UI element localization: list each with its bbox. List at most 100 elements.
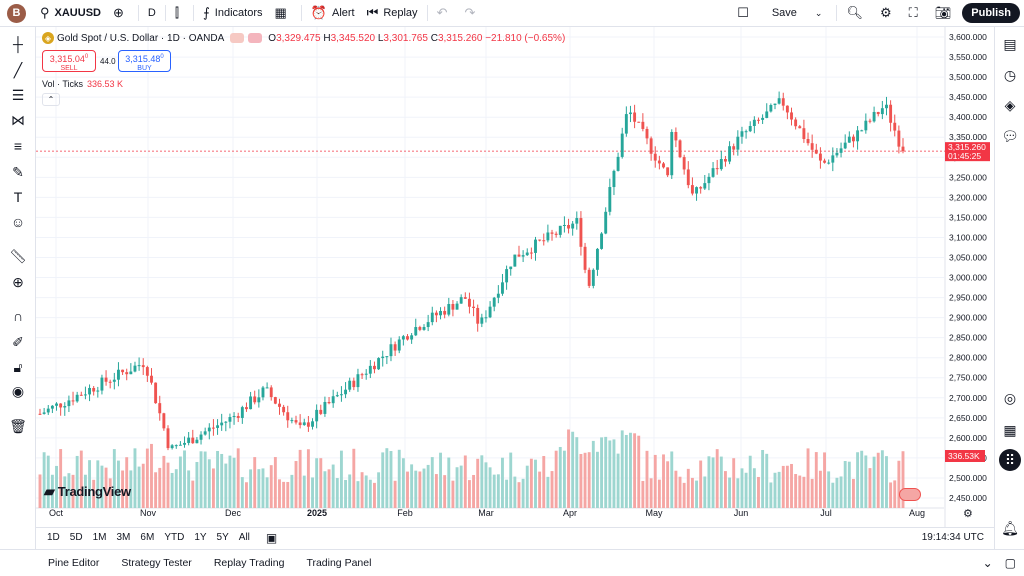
eye-toggle-icon[interactable] bbox=[230, 33, 245, 43]
settings-button[interactable]: ⚙ bbox=[874, 0, 903, 27]
eye-icon[interactable]: ◉ bbox=[11, 382, 25, 399]
candle-body bbox=[715, 168, 719, 170]
fullscreen-button[interactable]: ⛶ bbox=[903, 0, 929, 27]
candle bbox=[843, 134, 847, 150]
collapse-panel-icon[interactable]: ⌄ bbox=[982, 556, 993, 570]
layers-icon[interactable]: ◈ bbox=[1004, 96, 1016, 113]
target-icon[interactable]: ◎ bbox=[1003, 389, 1017, 406]
plus-circle-icon: ⊕ bbox=[112, 5, 124, 20]
candle-body bbox=[860, 130, 864, 132]
candle-body bbox=[360, 374, 364, 376]
indicators-button[interactable]: ⨍ Indicators bbox=[197, 0, 268, 27]
volume-bar bbox=[298, 449, 302, 508]
layout-select-button[interactable]: ☐ bbox=[731, 0, 760, 27]
fib-icon[interactable]: ≡ bbox=[13, 138, 23, 154]
apps-icon[interactable]: ⠿ bbox=[999, 449, 1021, 471]
undo-icon: ↶ bbox=[436, 5, 448, 20]
period-1y[interactable]: 1Y bbox=[194, 532, 207, 543]
period-all[interactable]: All bbox=[238, 532, 250, 543]
buy-button[interactable]: 3,315.480 BUY bbox=[118, 50, 171, 72]
period-5y[interactable]: 5Y bbox=[216, 532, 229, 543]
text-icon[interactable]: T bbox=[13, 189, 23, 205]
candle bbox=[604, 207, 608, 235]
trend-line-icon[interactable]: ╱ bbox=[13, 61, 23, 78]
avatar[interactable]: B bbox=[7, 3, 26, 23]
tab-pine-editor[interactable]: Pine Editor bbox=[48, 557, 100, 569]
tab-strategy-tester[interactable]: Strategy Tester bbox=[121, 557, 192, 569]
alert-button[interactable]: ⏰ Alert bbox=[305, 0, 361, 27]
period-1d[interactable]: 1D bbox=[47, 532, 60, 543]
pill-icon[interactable] bbox=[248, 33, 263, 43]
volume-bar bbox=[88, 460, 91, 508]
interval-button[interactable]: D bbox=[147, 7, 156, 19]
bell-icon[interactable]: 🔔︎ bbox=[1001, 519, 1019, 536]
period-ytd[interactable]: YTD bbox=[164, 532, 185, 543]
snapshot-button[interactable]: 📷︎ bbox=[929, 0, 963, 27]
save-dropdown-button[interactable]: ⌄ bbox=[809, 0, 834, 27]
quick-search-button[interactable]: 🔍︎ bbox=[840, 0, 874, 27]
period-3m[interactable]: 3M bbox=[116, 532, 131, 543]
candle-body bbox=[678, 140, 682, 158]
replay-button[interactable]: ⏮ Replay bbox=[361, 0, 424, 27]
crosshair-icon[interactable]: ┼ bbox=[13, 36, 23, 52]
clock-label[interactable]: 19:14:34 UTC bbox=[921, 532, 984, 543]
period-1m[interactable]: 1M bbox=[92, 532, 107, 543]
axis-settings-icon[interactable]: ⚙ bbox=[963, 507, 973, 520]
volume-bar bbox=[897, 460, 901, 508]
redo-button[interactable]: ↷ bbox=[458, 0, 486, 27]
candle-body bbox=[154, 382, 158, 404]
calendar-icon[interactable]: ▦ bbox=[1003, 421, 1017, 438]
volume-bar bbox=[393, 480, 397, 508]
pattern-icon[interactable]: ⋈ bbox=[11, 111, 25, 128]
date-range-icon[interactable]: ▣ bbox=[265, 530, 278, 545]
period-5d[interactable]: 5D bbox=[69, 532, 83, 543]
maximize-panel-icon[interactable]: ▢ bbox=[1004, 556, 1016, 570]
undo-button[interactable]: ↶ bbox=[431, 0, 459, 27]
sell-button[interactable]: 3,315.040 SELL bbox=[42, 50, 96, 72]
gold-coin-icon: ◈ bbox=[42, 32, 54, 44]
flag-marker[interactable] bbox=[899, 488, 921, 501]
compare-button[interactable]: ⊕ bbox=[107, 0, 135, 27]
candle-body bbox=[377, 358, 381, 370]
lock-pencil-icon[interactable]: ✐ bbox=[12, 333, 24, 350]
alarm-clock-icon[interactable]: ◷ bbox=[1003, 66, 1017, 83]
zoom-in-icon[interactable]: ⊕ bbox=[12, 273, 24, 290]
candle-body bbox=[591, 269, 595, 286]
publish-button[interactable]: Publish bbox=[962, 3, 1020, 23]
candle-body bbox=[777, 98, 781, 104]
symbol-search-button[interactable]: ⚲ XAUUSD bbox=[34, 0, 107, 27]
candle bbox=[393, 341, 397, 356]
save-button[interactable]: Save bbox=[760, 0, 809, 27]
ruler-icon[interactable]: 📏︎ bbox=[9, 247, 27, 264]
candle-body bbox=[587, 269, 591, 286]
horizontal-lines-icon[interactable]: ☰ bbox=[11, 86, 25, 103]
collapse-legend-button[interactable]: ⌃ bbox=[42, 93, 60, 106]
candle bbox=[579, 211, 583, 256]
right-sidebar: ▤ ◷ ◈ 💬︎ ◎ ▦ ⠿ 🔔︎ ? bbox=[994, 27, 1024, 562]
brush-icon[interactable]: ✎ bbox=[12, 163, 24, 180]
emoji-icon[interactable]: ☺ bbox=[10, 214, 26, 230]
watchlist-icon[interactable]: ▤ bbox=[1003, 35, 1017, 52]
chat-icon[interactable]: 💬︎ bbox=[1001, 127, 1019, 144]
chart-type-button[interactable]: ⫿ bbox=[169, 0, 190, 27]
price-tick-label: 3,050.000 bbox=[949, 252, 987, 262]
candle-body bbox=[831, 155, 835, 163]
tab-trading-panel[interactable]: Trading Panel bbox=[306, 557, 372, 569]
lock-icon[interactable]: 🔓︎ bbox=[13, 358, 23, 375]
candle-body bbox=[744, 131, 748, 133]
period-6m[interactable]: 6M bbox=[140, 532, 155, 543]
candle bbox=[59, 403, 63, 416]
candle bbox=[872, 106, 876, 123]
candle bbox=[162, 412, 166, 431]
volume-bar bbox=[876, 452, 880, 508]
price-tick-label: 3,250.000 bbox=[949, 172, 987, 182]
time-tick-label: Nov bbox=[140, 508, 157, 518]
trash-icon[interactable]: 🗑︎ bbox=[9, 417, 27, 434]
candle-body bbox=[273, 397, 277, 404]
candle-body bbox=[666, 167, 670, 176]
tab-replay-trading[interactable]: Replay Trading bbox=[213, 557, 285, 569]
magnet-icon[interactable]: ∩ bbox=[12, 308, 24, 324]
volume-bar bbox=[534, 459, 537, 508]
layouts-button[interactable]: ▦ bbox=[269, 0, 298, 27]
